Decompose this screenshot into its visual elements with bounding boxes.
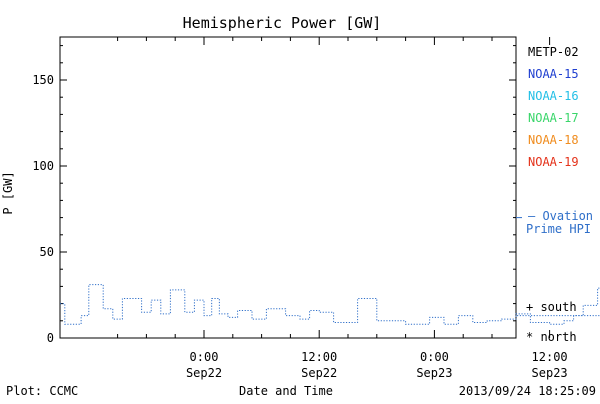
marker-legend-north: * north [526,330,577,344]
x-tick-date: Sep22 [301,366,337,380]
x-tick-date: Sep23 [532,366,568,380]
y-tick-label: 50 [40,245,54,259]
x-tick-time: 12:00 [301,350,337,364]
legend-entry-noaa-16: NOAA-16 [528,89,579,103]
legend-entry-noaa-19: NOAA-19 [528,155,579,169]
x-tick-date: Sep22 [186,366,222,380]
footer-timestamp: 2013/09/24 18:25:09 [459,384,596,398]
x-tick-time: 0:00 [420,350,449,364]
ovation-label-line2: Prime HPI [526,222,591,236]
legend-entry-noaa-17: NOAA-17 [528,111,579,125]
legend: METP-02 NOAA-15 NOAA-16 NOAA-17 NOAA-18 NOAA-… [528,45,579,169]
footer-plot-source: Plot: CCMC [6,384,78,398]
y-axis: 0 50 100 150 [32,45,516,345]
y-tick-label: 100 [32,159,54,173]
marker-legend-south: + south [526,300,577,314]
legend-entry-noaa-18: NOAA-18 [528,133,579,147]
x-axis: 0:00Sep2212:00Sep220:00Sep2312:00Sep230:… [117,37,568,380]
x-tick-time: 0:00 [190,350,219,364]
ovation-series [60,217,600,325]
plot-frame [59,36,517,339]
y-axis-label: P [GW] [1,171,15,214]
ovation-label-line1: — Ovation [528,209,593,223]
ovation-prime-line [60,284,600,325]
x-axis-label: Date and Time [239,384,333,398]
y-tick-label: 0 [47,331,54,345]
legend-entry-metp-02: METP-02 [528,45,579,59]
x-tick-time: 12:00 [532,350,568,364]
legend-entry-noaa-15: NOAA-15 [528,67,579,81]
chart-title: Hemispheric Power [GW] [183,14,382,32]
x-tick-date: Sep23 [416,366,452,380]
marker-legend: + south * north [526,300,577,344]
y-tick-label: 150 [32,73,54,87]
